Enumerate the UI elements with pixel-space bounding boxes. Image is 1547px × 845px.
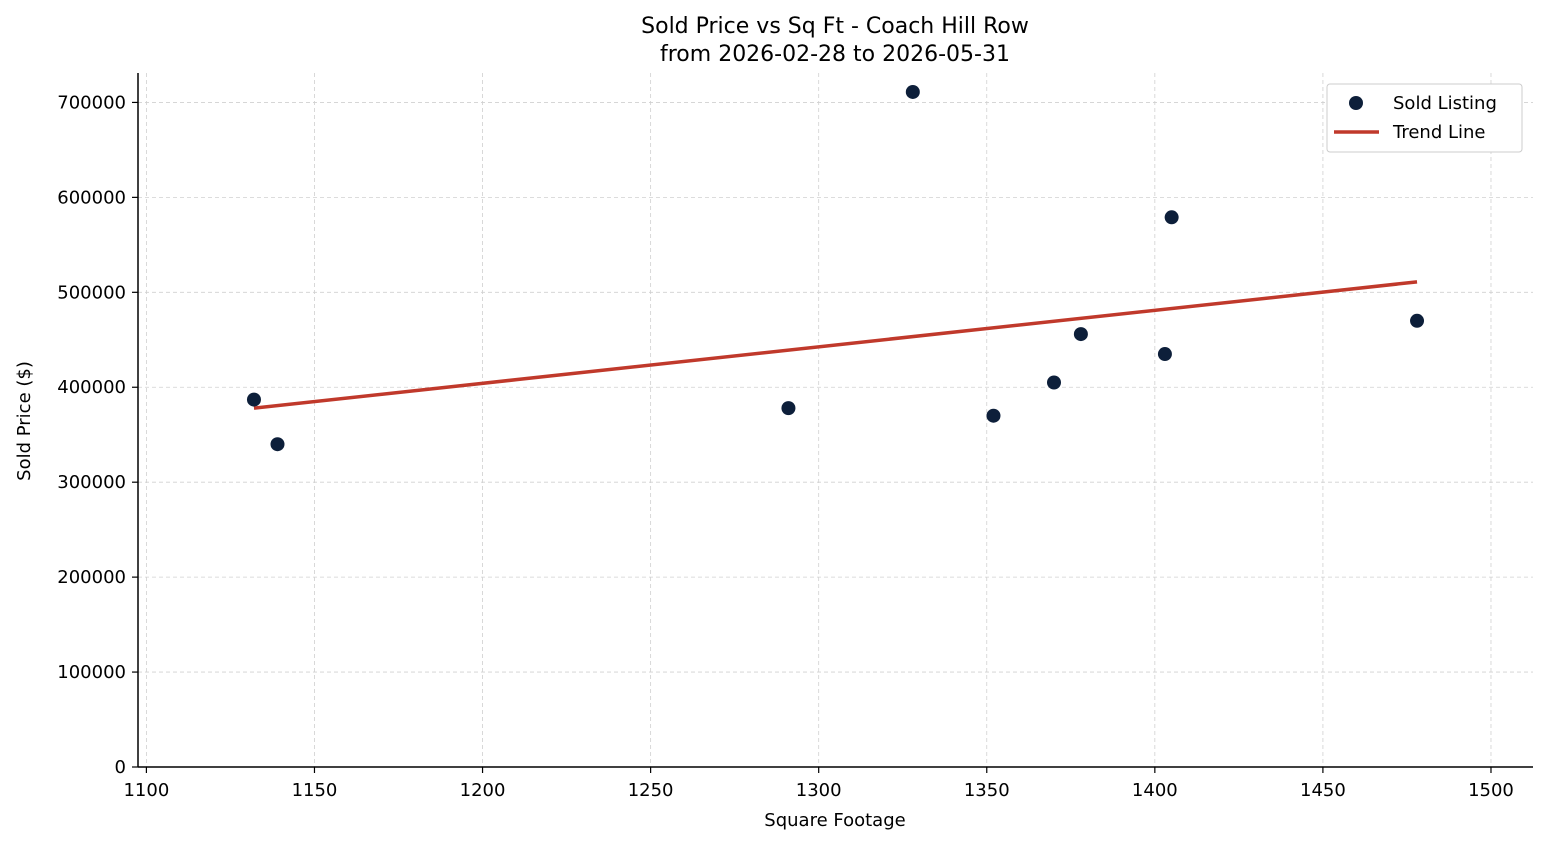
- x-tick-label: 1500: [1468, 780, 1514, 801]
- data-point: [246, 392, 261, 407]
- chart-subtitle: from 2026-02-28 to 2026-05-31: [660, 42, 1010, 67]
- x-tick-label: 1250: [628, 780, 674, 801]
- x-tick-label: 1350: [964, 780, 1010, 801]
- y-tick-label: 100000: [57, 662, 126, 683]
- x-tick-label: 1200: [460, 780, 506, 801]
- chart-title: Sold Price vs Sq Ft - Coach Hill Row: [641, 14, 1029, 39]
- y-tick-label: 600000: [57, 187, 126, 208]
- legend-box: [1326, 83, 1523, 153]
- data-point: [986, 408, 1001, 423]
- y-tick-label: 200000: [57, 567, 126, 588]
- x-tick-label: 1400: [1132, 780, 1178, 801]
- data-point: [1073, 327, 1088, 342]
- legend-label-sold-listing: Sold Listing: [1393, 93, 1497, 114]
- y-tick-label: 500000: [57, 282, 126, 303]
- x-tick-label: 1150: [292, 780, 338, 801]
- data-point: [270, 437, 285, 452]
- data-point: [781, 401, 796, 416]
- x-tick-label: 1300: [796, 780, 842, 801]
- y-tick-label: 0: [115, 757, 126, 778]
- legend: Sold Listing Trend Line: [1326, 83, 1523, 153]
- x-tick-label: 1450: [1300, 780, 1346, 801]
- y-tick-label: 700000: [57, 92, 126, 113]
- data-point: [1164, 210, 1179, 225]
- trend-line: [253, 280, 1418, 410]
- x-tick-label: 1100: [123, 780, 169, 801]
- y-tick-label: 300000: [57, 472, 126, 493]
- data-point: [1410, 313, 1425, 328]
- data-point: [1046, 375, 1061, 390]
- axes-layer: 1100 1150 1200 1250 1300 1350 1400 1450 1500 0 100…: [57, 73, 1533, 801]
- y-axis-label: Sold Price ($): [14, 361, 35, 481]
- legend-label-trend-line: Trend Line: [1392, 122, 1486, 143]
- series-layer: [246, 84, 1425, 452]
- y-tick-label: 400000: [57, 377, 126, 398]
- data-point: [905, 84, 920, 99]
- grid-layer: [138, 73, 1533, 767]
- x-axis-label: Square Footage: [764, 810, 905, 831]
- data-point: [1157, 347, 1172, 362]
- legend-marker-sold-listing: [1349, 96, 1363, 110]
